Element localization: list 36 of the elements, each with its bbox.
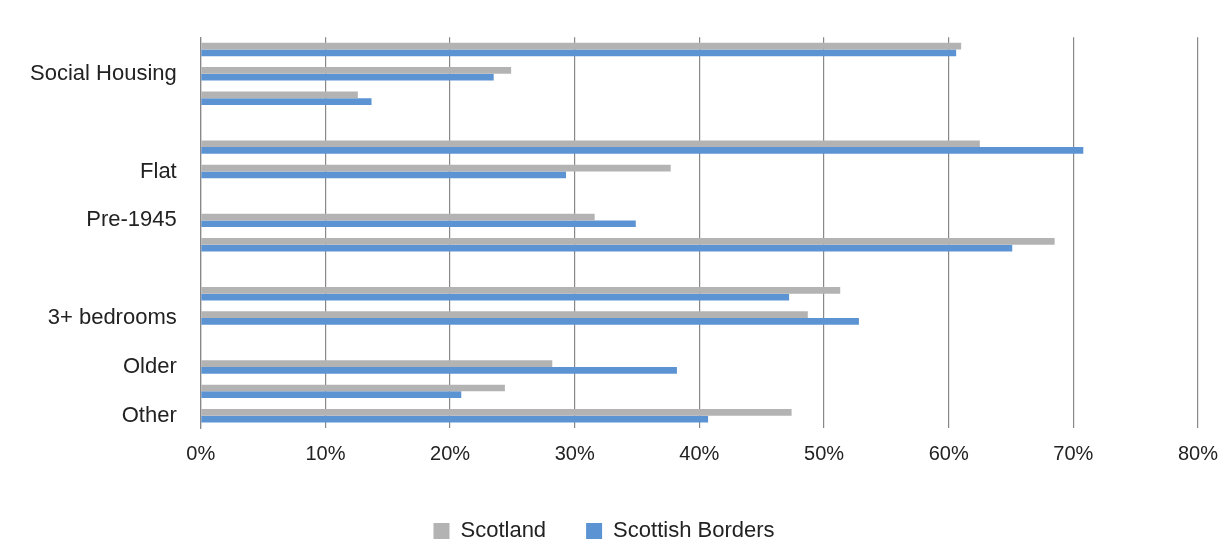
x-tick-label: 30% (554, 441, 595, 464)
x-tick-label: 40% (679, 441, 720, 464)
x-tick-label: 20% (430, 441, 471, 464)
bar (201, 49, 957, 57)
x-tick-label: 10% (305, 441, 346, 464)
bar (201, 98, 372, 105)
bar (201, 67, 512, 74)
bar (201, 73, 494, 81)
bar (201, 91, 358, 99)
bar (201, 164, 671, 172)
x-tick-label: 50% (804, 441, 845, 464)
bar (201, 220, 636, 228)
bar (201, 360, 553, 367)
bar (201, 318, 859, 325)
bar (201, 147, 1084, 154)
bar (201, 238, 1055, 245)
bar (201, 140, 980, 148)
y-tick-label: Social Housing (30, 59, 177, 85)
bar (201, 244, 1013, 252)
bar (201, 311, 808, 319)
y-tick-label: 3+ bedrooms (47, 304, 177, 330)
bar (201, 366, 677, 374)
y-tick-label: Flat (140, 157, 177, 183)
legend-label: Scottish Borders (613, 517, 775, 543)
bar (201, 286, 841, 294)
x-tick-label: 70% (1053, 441, 1094, 464)
x-tick-label: 0% (186, 441, 216, 464)
bar (201, 415, 709, 423)
y-tick-label: Other (121, 401, 177, 427)
x-tick-label: 60% (928, 441, 969, 464)
x-tick-label: 80% (1177, 441, 1219, 464)
legend-label: Scotland (460, 517, 547, 543)
bar (201, 391, 462, 399)
bar (201, 409, 792, 416)
y-tick-label: Pre-1945 (86, 206, 177, 232)
y-tick-label: Older (122, 353, 177, 378)
